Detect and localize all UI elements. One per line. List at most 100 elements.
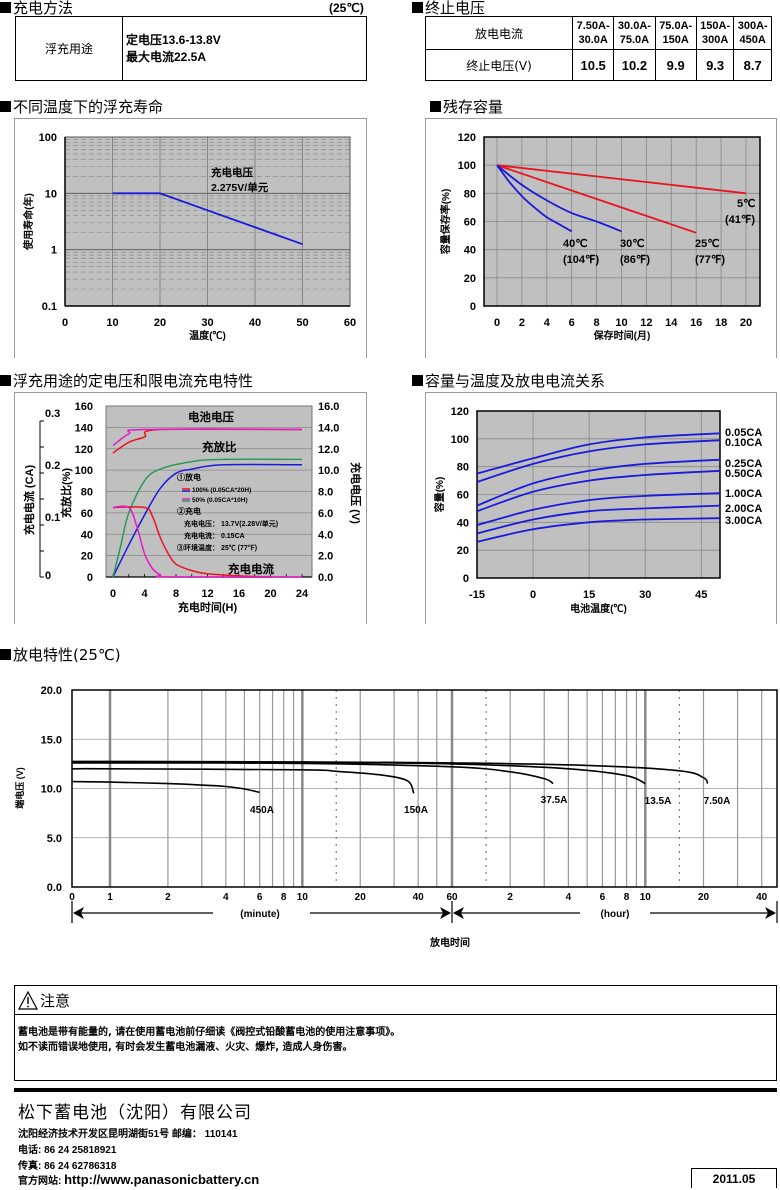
section-title-text: 充电方法 xyxy=(13,0,74,17)
cutoff-voltage-value: 10.5 xyxy=(571,49,615,81)
current-range-cell: 75.0A- 150A xyxy=(654,16,697,50)
current-range-top: 7.50A- xyxy=(576,20,610,32)
current-range-cell: 30.0A- 75.0A xyxy=(613,16,656,50)
discharge-curve-label: 450A xyxy=(250,805,274,816)
x-tick-label: 1 xyxy=(107,892,113,903)
float-use-values: 定电压13.6-13.8V 最大电流22.5A xyxy=(122,16,367,81)
x-tick-label: 2 xyxy=(165,892,171,903)
section-title-residual-capacity: 残存容量 xyxy=(430,99,503,115)
square-bullet-icon xyxy=(0,101,11,112)
section-title-text: 浮充用途的定电压和限电流充电特性 xyxy=(13,372,254,390)
website-label: 官方网站: xyxy=(18,1176,65,1187)
discharge-curve xyxy=(71,762,554,785)
chart-frame xyxy=(14,392,367,624)
website-link[interactable]: http://www.panasonicbattery.cn xyxy=(64,1172,260,1187)
notice-title: 注意 xyxy=(40,991,71,1010)
discharge-curve-label: 13.5A xyxy=(645,796,672,807)
current-range-bottom: 30.0A xyxy=(578,34,608,46)
cutoff-voltage-value: 9.9 xyxy=(654,49,697,81)
constant-voltage-text: 定电压13.6-13.8V xyxy=(126,32,221,47)
section-title-capacity-temperature: 容量与温度及放电电流关系 xyxy=(412,373,605,389)
current-range-top: 75.0A- xyxy=(659,20,693,32)
chart-frame xyxy=(14,118,367,358)
x-tick-label: 10 xyxy=(297,892,309,903)
cutoff-voltage-value: 8.7 xyxy=(733,49,772,81)
section-title-text: 终止电压 xyxy=(425,0,486,17)
square-bullet-icon xyxy=(0,375,11,386)
footer-divider xyxy=(14,1088,777,1092)
discharge-curve xyxy=(71,780,260,794)
square-bullet-icon xyxy=(0,649,11,660)
section-title-float-charge: 浮充用途的定电压和限电流充电特性 xyxy=(0,373,253,389)
warning-triangle-icon xyxy=(18,990,38,1010)
plot-border xyxy=(71,689,778,888)
discharge-curve xyxy=(71,761,646,785)
section-title-float-life: 不同温度下的浮充寿命 xyxy=(0,99,163,115)
section-title-cutoff-voltage: 终止电压 xyxy=(412,0,485,16)
company-website-row: 官方网站: http://www.panasonicbattery.cn xyxy=(18,1172,259,1187)
y-tick-label: 20.0 xyxy=(41,685,62,697)
notice-box: 注意 蓄电池是带有能量的, 请在使用蓄电池前仔细读《阀控式铅酸蓄电池的使用注意事… xyxy=(14,985,777,1081)
hour-range-label: (hour) xyxy=(601,909,630,920)
minute-range-label: (minute) xyxy=(240,909,279,920)
cutoff-voltage-label: 终止电压(V) xyxy=(425,49,573,81)
x-tick-label: 10 xyxy=(640,892,652,903)
section-title-charging-method: 充电方法 xyxy=(0,0,73,16)
x-tick-label: 20 xyxy=(355,892,367,903)
x-tick-label: 4 xyxy=(566,892,572,903)
company-phone: 电话: 86 24 25818921 xyxy=(18,1145,117,1156)
discharge-curve xyxy=(71,760,709,785)
notice-line: 如不读而错误地使用, 有时会发生蓄电池漏液、火灾、爆炸, 造成人身伤害。 xyxy=(18,1042,353,1053)
current-range-cell: 7.50A- 30.0A xyxy=(571,16,615,50)
arrow-right-icon xyxy=(440,907,451,919)
section-title-text: 放电特性(25℃) xyxy=(13,646,121,664)
x-tick-label: 8 xyxy=(624,892,630,903)
x-tick-label: 40 xyxy=(413,892,425,903)
charging-method-table: 浮充用途 定电压13.6-13.8V 最大电流22.5A xyxy=(15,16,367,81)
section-title-text: 残存容量 xyxy=(443,98,504,116)
y-tick-label: 0.0 xyxy=(47,882,62,894)
chart-frame xyxy=(425,392,777,624)
x-tick-label: 4 xyxy=(223,892,229,903)
cutoff-voltage-value: 9.3 xyxy=(695,49,735,81)
square-bullet-icon xyxy=(412,375,423,386)
current-range-top: 150A- xyxy=(700,20,731,32)
current-range-top: 300A- xyxy=(737,20,768,32)
section-title-text: 不同温度下的浮充寿命 xyxy=(13,98,164,116)
arrow-left-icon xyxy=(73,907,84,919)
square-bullet-icon xyxy=(412,2,423,13)
x-tick-label: 6 xyxy=(600,892,606,903)
cutoff-voltage-table: 放电电流 7.50A- 30.0A 30.0A- 75.0A 75.0A- 150A … xyxy=(425,16,772,81)
float-use-label: 浮充用途 xyxy=(15,16,123,81)
x-tick-label: 8 xyxy=(281,892,287,903)
y-tick-label: 15.0 xyxy=(41,734,62,746)
current-range-top: 30.0A- xyxy=(617,20,651,32)
y-tick-label: 10.0 xyxy=(41,784,62,796)
company-name: 松下蓄电池（沈阳）有限公司 xyxy=(18,1103,252,1123)
x-tick-label: 60 xyxy=(446,892,458,903)
discharge-curve-label: 150A xyxy=(404,805,428,816)
current-range-cell: 300A- 450A xyxy=(733,16,772,50)
square-bullet-icon xyxy=(0,2,11,13)
x-axis-title: 放电时间 xyxy=(429,936,470,949)
temperature-note: (25℃) xyxy=(329,1,364,15)
company-address: 沈阳经济技术开发区昆明湖街51号 邮编： 110141 xyxy=(18,1129,238,1140)
discharge-curve-label: 37.5A xyxy=(541,795,568,806)
document-date: 2011.05 xyxy=(691,1168,777,1188)
current-range-bottom: 150A xyxy=(662,34,689,46)
discharge-curve-label: 7.50A xyxy=(704,796,731,807)
y-axis-title: 端电压 (V) xyxy=(14,767,25,809)
square-bullet-icon xyxy=(430,101,441,112)
x-tick-label: 0 xyxy=(69,892,75,903)
x-tick-label: 20 xyxy=(698,892,710,903)
current-range-bottom: 300A xyxy=(701,34,729,46)
discharge-curve xyxy=(71,767,415,794)
current-range-bottom: 75.0A xyxy=(619,34,650,46)
chart-frame xyxy=(425,118,777,358)
max-current-text: 最大电流22.5A xyxy=(126,49,207,64)
notice-line: 蓄电池是带有能量的, 请在使用蓄电池前仔细读《阀控式铅酸蓄电池的使用注意事项》。 xyxy=(18,1027,401,1038)
discharge-current-label: 放电电流 xyxy=(425,16,573,50)
current-range-bottom: 450A xyxy=(739,34,766,46)
section-title-discharge: 放电特性(25℃) xyxy=(0,647,121,663)
y-tick-label: 5.0 xyxy=(47,833,62,845)
